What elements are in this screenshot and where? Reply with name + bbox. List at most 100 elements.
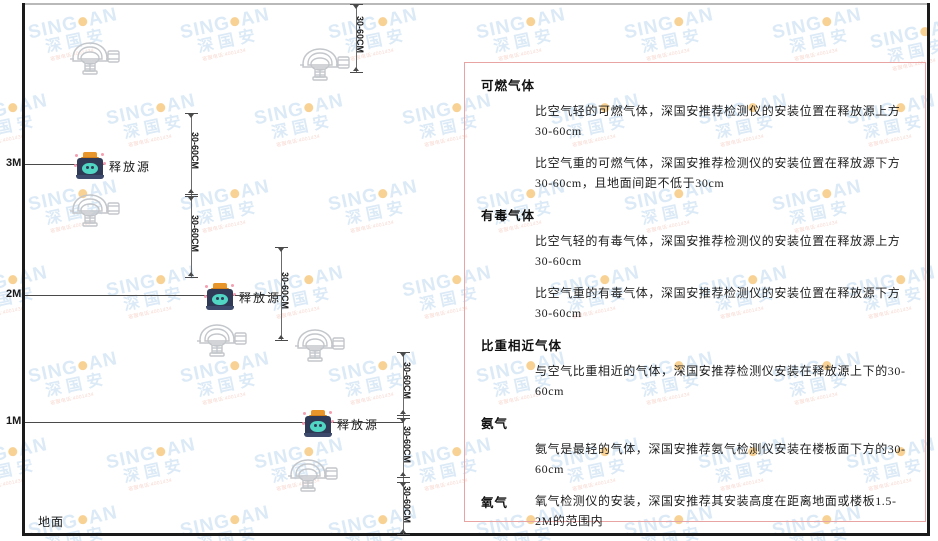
watermark-brand: SING AN	[770, 4, 864, 44]
release-source-icon	[74, 150, 106, 180]
dimension-tick	[397, 482, 410, 483]
watermark-hotline: 客服电话:4001434	[497, 47, 543, 63]
dimension-label: 30-60CM	[355, 16, 365, 54]
watermark-brand: SING AN	[474, 4, 568, 44]
level-line-2m	[25, 295, 235, 296]
watermark-brand: SING AN	[26, 4, 120, 44]
guideline-section: 有毒气体比空气轻的有毒气体，深国安推荐检测仪的安装位置在释放源上方30-60cm…	[481, 205, 911, 323]
dimension-arrow-down	[188, 114, 194, 118]
gas-detector-icon	[290, 325, 348, 363]
dimension-arrow-down	[278, 248, 284, 252]
dimension-arrow-up	[278, 335, 284, 339]
watermark-brand-cn: 深国安	[196, 524, 262, 541]
guideline-text: 氧气检测仪的安装，深国安推荐其安装高度在距离地面或楼板1.5-2M的范围内	[535, 494, 897, 528]
dimension-line	[403, 352, 404, 534]
dimension-arrow-up	[188, 272, 194, 276]
dimension-label: 30-60CM	[402, 486, 412, 524]
watermark-hotline: 客服电话:4001434	[645, 47, 691, 63]
guideline-text: 比空气重的有毒气体，深国安推荐检测仪的安装位置在释放源下方30-60cm	[535, 286, 901, 320]
dimension-arrow-up	[400, 529, 406, 533]
dimension-arrow-down	[188, 197, 194, 201]
watermark-hotline: 客服电话:4001434	[0, 305, 25, 321]
guideline-heading: 氧气	[481, 496, 509, 510]
watermark-brand-cn: 深国安	[0, 112, 40, 143]
guideline-section: 比重相近气体 与空气比重相近的气体，深国安推荐检测仪安装在释放源上下的30-60c…	[481, 335, 911, 401]
watermark-brand-cn: 深国安	[196, 26, 262, 57]
watermark-brand-cn: 深国安	[196, 198, 262, 229]
release-source-label: 释放源	[109, 160, 152, 174]
dimension-label: 30-60CM	[190, 131, 200, 169]
guideline-section: 氧气 氧气检测仪的安装，深国安推荐其安装高度在距离地面或楼板1.5-2M的范围内	[481, 491, 911, 531]
dimension-tick	[275, 247, 288, 248]
guideline-text: 比空气轻的可燃气体，深国安推荐检测仪的安装位置在释放源上方30-60cm	[535, 104, 901, 138]
guideline-heading: 可燃气体	[481, 79, 536, 93]
page-border-bottom	[22, 533, 930, 536]
guideline-heading: 有毒气体	[481, 209, 536, 223]
guideline-text: 与空气比重相近的气体，深国安推荐检测仪安装在释放源上下的30-60cm	[535, 364, 906, 398]
level-line-1m	[25, 422, 333, 423]
level-label-1m: 1M	[6, 415, 22, 427]
guideline-text: 比空气重的可燃气体，深国安推荐检测仪的安装位置在释放源下方30-60cm，且地面…	[535, 156, 901, 190]
watermark-brand-cn: 深国安	[640, 26, 706, 57]
dimension-tick	[397, 418, 410, 419]
watermark-hotline: 客服电话:4001434	[201, 391, 247, 407]
dimension-arrow-down	[353, 5, 359, 9]
dimension-arrow-up	[188, 189, 194, 193]
dimension-line	[191, 113, 192, 277]
watermark-hotline: 客服电话:4001434	[0, 133, 25, 149]
page-border-right	[927, 3, 930, 535]
watermark-brand-cn: 深国安	[44, 370, 110, 401]
dimension-label: 30-60CM	[280, 271, 290, 309]
watermark-brand: SING AN	[326, 176, 420, 216]
watermark-hotline: 客服电话:4001434	[49, 391, 95, 407]
guideline-text: 比空气轻的有毒气体，深国安推荐检测仪的安装位置在释放源上方30-60cm	[535, 234, 901, 268]
dimension-label: 30-60CM	[402, 425, 412, 463]
dimension-tick	[185, 113, 198, 114]
dimension-tick	[275, 340, 288, 341]
watermark-brand-cn: 深国安	[270, 112, 336, 143]
watermark-brand-cn: 深国安	[788, 26, 854, 57]
watermark-brand-cn: 深国安	[196, 370, 262, 401]
dimension-tick	[350, 4, 363, 5]
ground-level-label: 地面	[38, 515, 65, 529]
level-label-3m: 3M	[6, 157, 22, 169]
dimension-arrow-down	[400, 483, 406, 487]
watermark-brand-cn: 深国安	[0, 456, 40, 487]
dimension-arrow-down	[400, 419, 406, 423]
watermark-hotline: 客服电话:4001434	[275, 133, 321, 149]
watermark-hotline: 客服电话:4001434	[201, 219, 247, 235]
watermark-hotline: 客服电话:4001434	[0, 477, 25, 493]
gas-detector-icon	[295, 44, 353, 82]
watermark-brand: SING AN	[178, 4, 272, 44]
guideline-section: 可燃气体比空气轻的可燃气体，深国安推荐检测仪的安装位置在释放源上方30-60cm…	[481, 75, 911, 193]
watermark-hotline: 客服电话:4001434	[349, 391, 395, 407]
release-source-label: 释放源	[239, 291, 282, 305]
dimension-label: 30-60CM	[190, 214, 200, 252]
dimension-tick	[350, 72, 363, 73]
page-border-top	[22, 3, 930, 5]
watermark-brand-cn: 深国安	[344, 524, 410, 541]
watermark-brand-cn: 深国安	[122, 456, 188, 487]
gas-detector-icon	[283, 455, 341, 493]
dimension-tick	[397, 477, 410, 478]
watermark-brand-cn: 深国安	[492, 26, 558, 57]
watermark-brand: SING AN	[326, 4, 420, 44]
dimension-tick	[185, 196, 198, 197]
watermark-hotline: 客服电话:4001434	[201, 47, 247, 63]
dimension-arrow-up	[400, 410, 406, 414]
watermark-hotline: 客服电话:4001434	[349, 219, 395, 235]
dimension-arrow-up	[400, 472, 406, 476]
gas-detector-icon	[192, 320, 250, 358]
guideline-section: 氨气 氨气是最轻的气体，深国安推荐氨气检测仪安装在楼板面下方的30-60cm	[481, 413, 911, 479]
dimension-tick	[185, 194, 198, 195]
watermark-brand-cn: 深国安	[122, 284, 188, 315]
watermark-brand: SING AN	[252, 90, 346, 130]
